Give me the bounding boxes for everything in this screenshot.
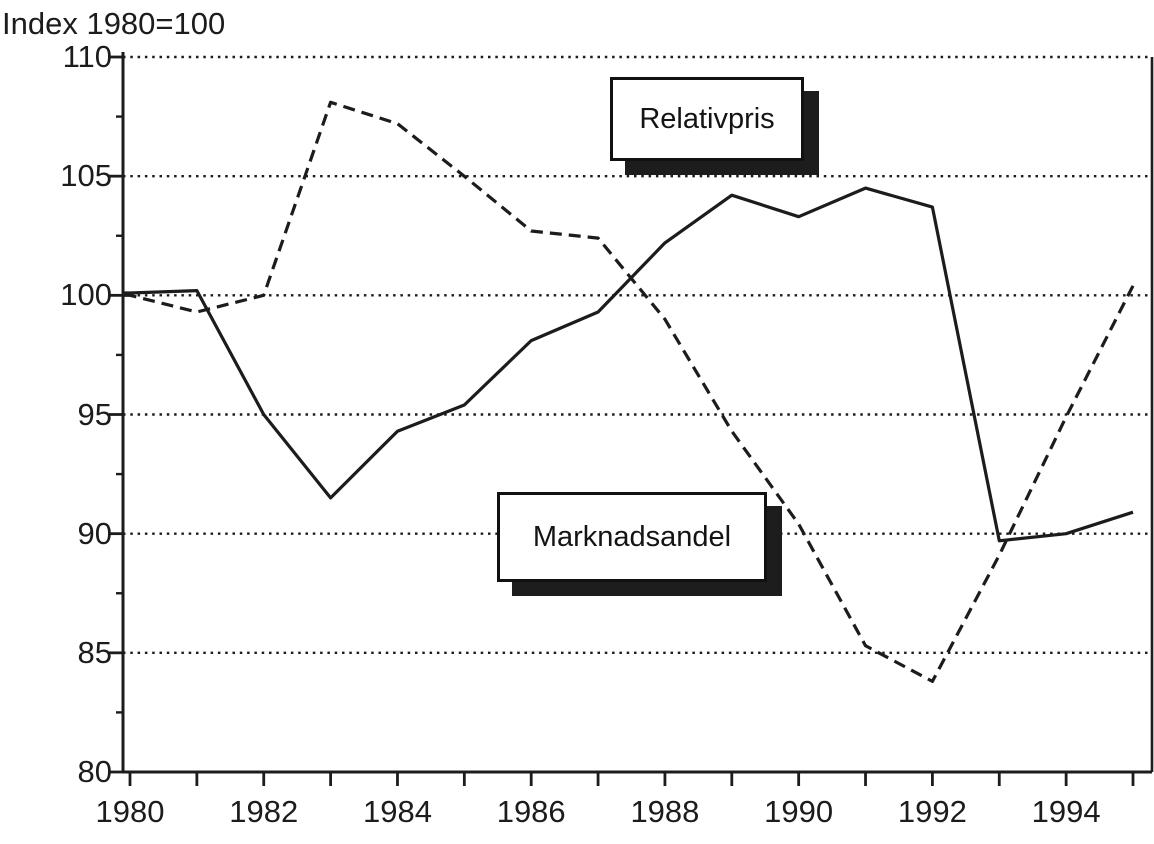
x-tick-label-1982: 1982 xyxy=(229,794,299,829)
y-tick-label-105: 105 xyxy=(60,158,112,194)
relativpris-label-box: Relativpris xyxy=(610,77,804,161)
x-tick-label-1988: 1988 xyxy=(630,794,700,829)
page-title: Index 1980=100 xyxy=(2,6,226,41)
marknadsandel-label-box: Marknadsandel xyxy=(497,492,767,582)
y-tick-label-80: 80 xyxy=(77,754,112,789)
y-tick-label-95: 95 xyxy=(77,396,112,432)
x-tick-label-1994: 1994 xyxy=(1031,794,1101,829)
x-tick-label-1986: 1986 xyxy=(496,794,566,829)
series-marknadsandel-line xyxy=(124,186,1134,543)
relativpris-label: Relativpris xyxy=(639,102,775,135)
y-tick-label-90: 90 xyxy=(77,515,112,551)
y-tick-label-110: 110 xyxy=(62,39,112,74)
x-tick-label-1990: 1990 xyxy=(764,794,834,829)
x-tick-label-1984: 1984 xyxy=(362,794,432,829)
y-tick-label-100: 100 xyxy=(60,277,112,313)
series-relativpris-line xyxy=(124,100,1135,684)
marknadsandel-label: Marknadsandel xyxy=(532,520,732,553)
y-tick-label-85: 85 xyxy=(77,634,112,670)
x-tick-label-1980: 1980 xyxy=(95,794,165,829)
x-tick-label-1992: 1992 xyxy=(897,794,967,829)
